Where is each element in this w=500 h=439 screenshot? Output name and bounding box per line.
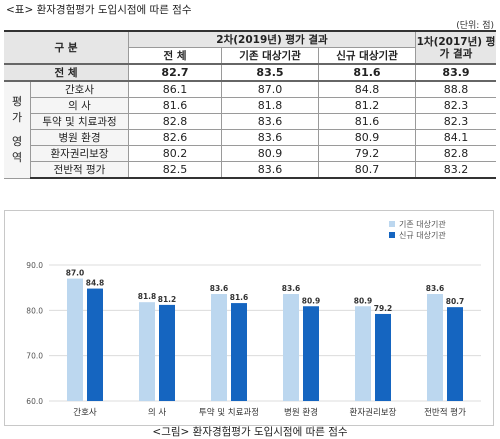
total-row-label: 전 체 bbox=[4, 63, 129, 82]
score-table: 구 분 2차(2019년) 평가 결과 1차(2017년) 평가 결과 전 체 … bbox=[4, 30, 496, 179]
total-value: 83.9 bbox=[415, 63, 496, 82]
row-label: 환자권리보장 bbox=[30, 145, 129, 162]
cell-value: 81.8 bbox=[221, 97, 319, 114]
figure-caption: <그림> 환자경험평가 도입시점에 따른 점수 bbox=[152, 426, 348, 438]
bar bbox=[375, 313, 391, 401]
data-label: 87.0 bbox=[66, 269, 85, 278]
region-char: 가 bbox=[11, 110, 23, 124]
row-label: 병원 환경 bbox=[30, 129, 129, 146]
category-label: 환자권리보장 bbox=[350, 407, 397, 418]
table-caption: <표> 환자경험평가 도입시점에 따른 점수 bbox=[6, 4, 192, 16]
cell-value: 82.3 bbox=[415, 97, 496, 114]
data-label: 80.9 bbox=[302, 296, 321, 305]
data-label: 83.6 bbox=[282, 284, 301, 293]
category-label: 전반적 평가 bbox=[424, 407, 466, 418]
unit-label: (단위: 점) bbox=[456, 21, 494, 31]
legend-swatch bbox=[389, 221, 395, 227]
category-label: 의 사 bbox=[148, 407, 167, 418]
cell-value: 83.6 bbox=[221, 161, 319, 179]
region-char: 평 bbox=[11, 94, 23, 108]
legend-label: 기존 대상기관 bbox=[399, 219, 446, 229]
second-eval-header: 2차(2019년) 평가 결과 bbox=[128, 30, 416, 48]
data-label: 81.2 bbox=[158, 295, 177, 304]
cell-value: 82.5 bbox=[128, 161, 222, 179]
category-label: 투약 및 치료과정 bbox=[199, 407, 259, 418]
cell-value: 86.1 bbox=[128, 80, 222, 98]
cell-value: 80.2 bbox=[128, 145, 222, 162]
legend-swatch bbox=[389, 232, 395, 238]
data-label: 83.6 bbox=[426, 284, 445, 293]
y-tick-label: 70.0 bbox=[26, 352, 43, 361]
first-eval-header: 1차(2017년) 평가 결과 bbox=[415, 30, 496, 65]
bar bbox=[67, 278, 83, 401]
cell-value: 82.6 bbox=[128, 129, 222, 146]
legend-label: 신규 대상기관 bbox=[399, 230, 446, 240]
total-value: 81.6 bbox=[318, 63, 416, 82]
division-header: 구 분 bbox=[4, 30, 129, 65]
bar-chart: 60.0 70.0 80.0 90.0 87.084.8 간호사 81.8 81.2 의 사 83… bbox=[26, 219, 481, 418]
y-tick-label: 80.0 bbox=[26, 306, 43, 315]
data-label: 84.8 bbox=[86, 279, 105, 288]
cell-value: 87.0 bbox=[221, 80, 319, 98]
bar bbox=[159, 304, 175, 401]
cell-value: 82.3 bbox=[415, 113, 496, 130]
bar bbox=[87, 288, 103, 401]
cell-value: 80.9 bbox=[221, 145, 319, 162]
sub-header-total: 전 체 bbox=[128, 47, 222, 65]
category-label: 간호사 bbox=[73, 407, 97, 418]
data-label: 83.6 bbox=[210, 284, 229, 293]
row-label: 의 사 bbox=[30, 97, 129, 114]
bar bbox=[211, 294, 227, 401]
row-label: 투약 및 치료과정 bbox=[30, 113, 129, 130]
sub-header-new: 신규 대상기관 bbox=[318, 47, 416, 65]
y-tick-label: 60.0 bbox=[26, 397, 43, 406]
cell-value: 82.8 bbox=[415, 145, 496, 162]
sub-header-existing: 기존 대상기관 bbox=[221, 47, 319, 65]
row-label: 간호사 bbox=[30, 80, 129, 98]
data-label: 81.8 bbox=[138, 292, 157, 301]
cell-value: 80.7 bbox=[318, 161, 416, 179]
category-label: 병원 환경 bbox=[284, 407, 318, 418]
region-label: 평 가 영 역 bbox=[4, 80, 31, 179]
bar bbox=[427, 294, 443, 401]
bar bbox=[303, 306, 319, 401]
data-label: 80.9 bbox=[354, 296, 373, 305]
row-label: 전반적 평가 bbox=[30, 161, 129, 179]
cell-value: 81.6 bbox=[128, 97, 222, 114]
y-tick-label: 90.0 bbox=[26, 261, 43, 270]
bar bbox=[447, 307, 463, 401]
bar bbox=[355, 306, 371, 401]
total-value: 83.5 bbox=[221, 63, 319, 82]
cell-value: 84.8 bbox=[318, 80, 416, 98]
cell-value: 81.2 bbox=[318, 97, 416, 114]
cell-value: 80.9 bbox=[318, 129, 416, 146]
chart-container: 60.0 70.0 80.0 90.0 87.0 84.8 간호사 81.8 81.2 의 사 83… bbox=[4, 210, 494, 426]
cell-value: 81.6 bbox=[318, 113, 416, 130]
region-char: 영 bbox=[11, 134, 23, 148]
cell-value: 84.1 bbox=[415, 129, 496, 146]
data-label: 80.7 bbox=[446, 297, 465, 306]
bar bbox=[231, 303, 247, 401]
cell-value: 82.8 bbox=[128, 113, 222, 130]
cell-value: 83.6 bbox=[221, 113, 319, 130]
data-label: 81.6 bbox=[230, 293, 249, 302]
cell-value: 79.2 bbox=[318, 145, 416, 162]
region-char: 역 bbox=[11, 150, 23, 164]
bar bbox=[283, 294, 299, 401]
data-label: 79.2 bbox=[374, 304, 393, 313]
total-value: 82.7 bbox=[128, 63, 222, 82]
bar bbox=[139, 302, 155, 401]
cell-value: 83.2 bbox=[415, 161, 496, 179]
cell-value: 88.8 bbox=[415, 80, 496, 98]
cell-value: 83.6 bbox=[221, 129, 319, 146]
